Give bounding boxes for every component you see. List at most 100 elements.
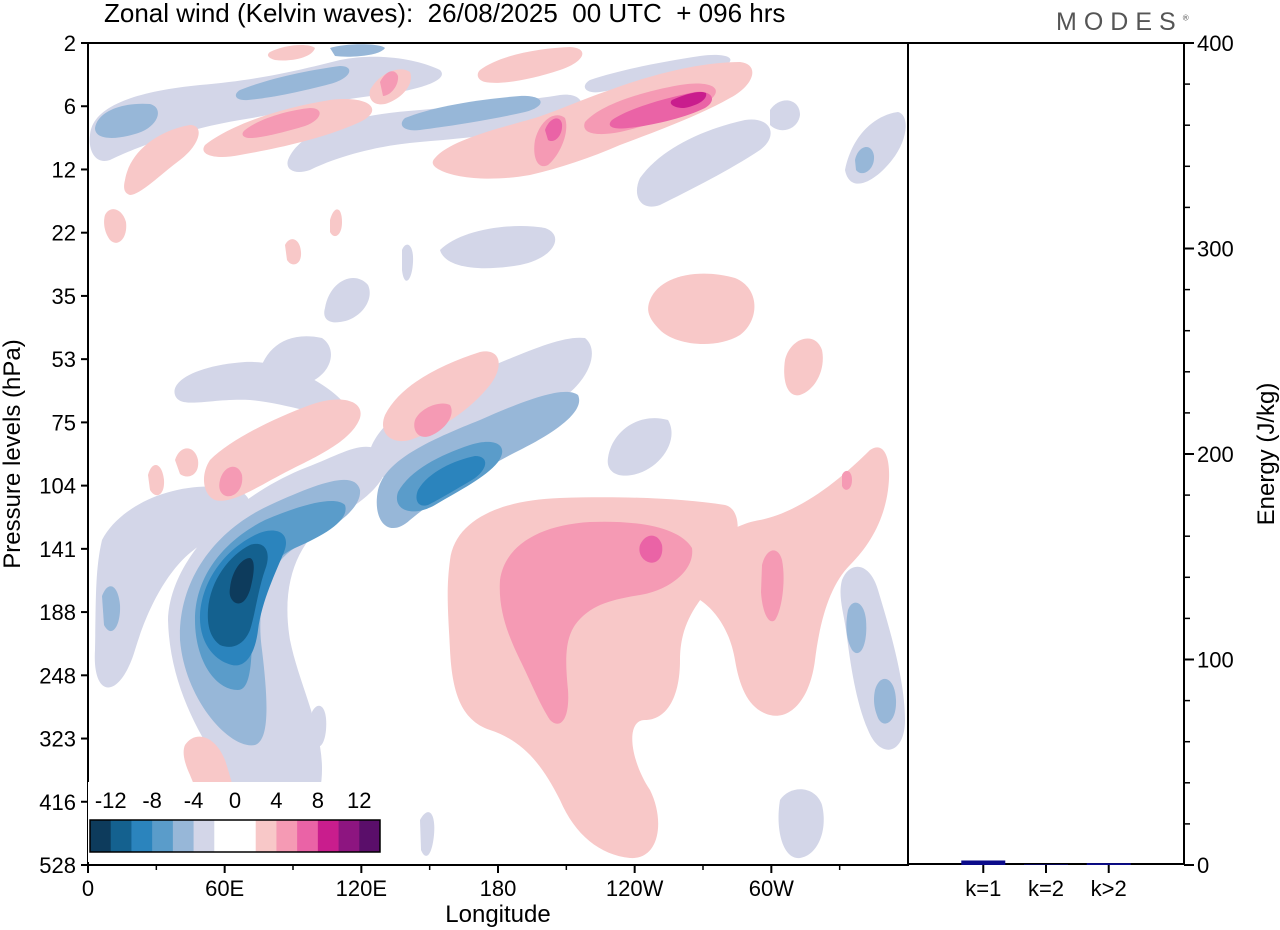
negative-region xyxy=(324,278,370,323)
energy-category-label: k=1 xyxy=(965,876,1001,901)
positive-region xyxy=(382,351,499,442)
energy-category-label: k=2 xyxy=(1028,876,1064,901)
colorbar-swatches xyxy=(89,819,381,853)
energy-tick-label: 400 xyxy=(1197,31,1234,56)
colorbar-swatch xyxy=(359,820,381,852)
y-tick-label: 75 xyxy=(52,410,76,435)
positive-region xyxy=(219,466,243,497)
negative-region xyxy=(778,789,824,859)
y-tick-label: 141 xyxy=(39,537,76,562)
colorbar-label: -4 xyxy=(184,788,204,813)
y-tick-label: 248 xyxy=(39,663,76,688)
negative-region xyxy=(874,678,897,724)
positive-region xyxy=(380,71,399,96)
colorbar-swatch xyxy=(214,820,236,852)
positive-region xyxy=(104,209,127,243)
colorbar-label: 12 xyxy=(347,788,371,813)
energy-bars xyxy=(961,860,1131,865)
negative-region xyxy=(102,586,121,632)
x-tick-label: 180 xyxy=(480,876,517,901)
colorbar-swatch xyxy=(276,820,298,852)
x-tick-label: 120E xyxy=(336,876,387,901)
negative-region xyxy=(636,119,771,207)
energy-bar xyxy=(1086,863,1131,865)
colorbar-frame xyxy=(89,819,381,853)
positive-anomaly-regions xyxy=(104,44,890,859)
y-tick-label: 6 xyxy=(64,94,76,119)
brand-logo: MODES® xyxy=(1056,8,1189,37)
negative-region xyxy=(312,705,327,747)
colorbar-swatch xyxy=(152,820,174,852)
positive-region xyxy=(175,448,199,477)
negative-region xyxy=(845,112,906,184)
y-tick-label: 2 xyxy=(64,31,76,56)
positive-region xyxy=(242,108,320,138)
energy-bar xyxy=(1024,864,1068,865)
wind-field xyxy=(89,44,906,859)
positive-region xyxy=(700,447,890,716)
positive-region xyxy=(414,403,452,437)
negative-region xyxy=(584,54,731,93)
colorbar-label: 4 xyxy=(270,788,282,813)
colorbar-labels: -12 -8 -4 0 4 8 12 xyxy=(95,788,372,813)
positive-region xyxy=(648,273,755,345)
negative-region xyxy=(235,66,350,101)
negative-region xyxy=(416,456,486,506)
positive-region xyxy=(761,550,784,622)
negative-region xyxy=(607,418,672,476)
colorbar-swatch xyxy=(297,820,319,852)
y-tick-label: 22 xyxy=(52,221,76,246)
colorbar-swatch xyxy=(338,820,360,852)
energy-y-axis: 0 100 200 300 400 xyxy=(1184,31,1234,878)
heatmap-x-axis: 0 60E 120E 180 120W 60W xyxy=(82,865,841,901)
negative-region xyxy=(840,566,905,750)
positive-region xyxy=(267,44,315,61)
energy-tick-label: 300 xyxy=(1197,237,1234,262)
negative-region xyxy=(402,244,414,281)
energy-bar xyxy=(961,860,1006,865)
chart-title: Zonal wind (Kelvin waves): 26/08/2025 00… xyxy=(104,0,786,28)
positive-region xyxy=(499,521,693,724)
colorbar-label: 8 xyxy=(312,788,324,813)
colorbar-swatch xyxy=(172,820,195,852)
colorbar-swatch xyxy=(317,820,340,852)
negative-region xyxy=(330,44,385,57)
positive-region xyxy=(639,535,663,563)
negative-region xyxy=(770,100,800,131)
positive-region xyxy=(784,338,823,396)
y-tick-label: 416 xyxy=(39,790,76,815)
energy-tick-label: 0 xyxy=(1197,853,1209,878)
y-tick-label: 35 xyxy=(52,284,76,309)
colorbar-swatch xyxy=(131,820,153,852)
colorbar-legend: -12 -8 -4 0 4 8 12 xyxy=(88,782,384,862)
x-tick-label: 60W xyxy=(749,876,794,901)
positive-region xyxy=(148,464,165,496)
negative-region xyxy=(855,146,875,174)
negative-region xyxy=(258,336,331,390)
x-tick-label: 120W xyxy=(606,876,664,901)
y-tick-label: 528 xyxy=(39,853,76,878)
colorbar-label: -12 xyxy=(95,788,127,813)
x-tick-label: 0 xyxy=(82,876,94,901)
negative-region xyxy=(95,103,158,138)
positive-region xyxy=(477,47,583,83)
colorbar-swatch xyxy=(193,820,215,852)
negative-region xyxy=(174,361,350,417)
brand-registered-mark: ® xyxy=(1182,13,1189,23)
colorbar-label: -8 xyxy=(142,788,162,813)
negative-region xyxy=(440,226,556,269)
y-tick-label: 53 xyxy=(52,347,76,372)
colorbar-swatch xyxy=(255,820,277,852)
negative-anomaly-regions xyxy=(89,44,906,859)
negative-region xyxy=(89,56,442,161)
y-tick-label: 104 xyxy=(39,474,76,499)
positive-region xyxy=(545,118,563,142)
y-tick-label: 12 xyxy=(52,157,76,182)
heatmap-y-axis: 2 6 12 22 35 53 75 104 141 188 248 323 416 528 xyxy=(39,31,88,878)
y-tick-label: 323 xyxy=(39,727,76,752)
colorbar-swatch xyxy=(90,820,112,852)
x-tick-label: 60E xyxy=(205,876,244,901)
negative-region xyxy=(401,95,541,131)
negative-region xyxy=(229,558,254,604)
